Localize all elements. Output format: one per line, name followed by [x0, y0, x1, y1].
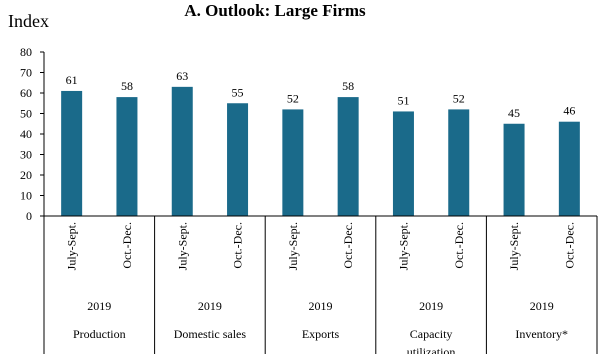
x-tick-label: Oct.-Dec.: [341, 222, 355, 269]
bar: [503, 123, 525, 216]
y-tick-label: 80: [20, 45, 32, 59]
group-year-label: 2019: [198, 299, 222, 313]
bar: [392, 111, 414, 216]
x-tick-label: July-Sept.: [507, 222, 521, 270]
bar: [171, 86, 193, 216]
bar-value-label: 51: [397, 93, 409, 107]
group-name-label: Capacity: [410, 327, 453, 341]
group-name-label: Domestic sales: [174, 327, 247, 341]
x-tick-label: Oct.-Dec.: [452, 222, 466, 269]
group-name-label: Exports: [302, 327, 340, 341]
x-tick-label: July-Sept.: [286, 222, 300, 270]
y-tick-label: 50: [20, 107, 32, 121]
y-tick-label: 60: [20, 86, 32, 100]
y-tick-label: 40: [20, 127, 32, 141]
bar: [337, 97, 359, 216]
bar-value-label: 52: [287, 91, 299, 105]
x-axis: July-Sept. Oct.-Dec. July-Sept. Oct.-Dec. Ju…: [43, 215, 598, 354]
bar: [448, 109, 470, 216]
bar-value-label: 45: [508, 106, 520, 120]
chart-title: A. Outlook: Large Firms: [184, 1, 366, 20]
bar-value-label: 58: [342, 79, 354, 93]
group-year-label: 2019: [87, 299, 111, 313]
group-name-label-line2: utilization: [407, 345, 456, 354]
x-tick-label: Oct.-Dec.: [231, 222, 245, 269]
bar-value-label: 55: [232, 85, 244, 99]
bars: 61 58 63 55 52 58 51 52 45 46: [61, 69, 580, 216]
group-year-label: 2019: [309, 299, 333, 313]
x-tick-label: July-Sept.: [65, 222, 79, 270]
y-tick-label: 20: [20, 168, 32, 182]
bar: [61, 90, 83, 216]
y-axis-label: Index: [8, 11, 49, 31]
bar: [558, 121, 580, 216]
bar: [282, 109, 304, 216]
bar-value-label: 61: [66, 73, 78, 87]
x-tick-label: Oct.-Dec.: [120, 222, 134, 269]
y-tick-label: 70: [20, 66, 32, 80]
group-name-label: Inventory*: [515, 327, 568, 341]
y-axis: 0 10 20 30 40 50 60 70 80: [20, 45, 45, 223]
group-year-label: 2019: [419, 299, 443, 313]
group-year-label: 2019: [530, 299, 554, 313]
bar-value-label: 52: [453, 91, 465, 105]
x-tick-label: July-Sept.: [396, 222, 410, 270]
x-tick-label: Oct.-Dec.: [562, 222, 576, 269]
bar-value-label: 58: [121, 79, 133, 93]
y-tick-label: 0: [26, 209, 32, 223]
bar-value-label: 63: [176, 69, 188, 83]
y-tick-label: 30: [20, 148, 32, 162]
y-tick-label: 10: [20, 189, 32, 203]
bar: [116, 97, 138, 216]
bar: [227, 103, 249, 216]
x-tick-label: July-Sept.: [175, 222, 189, 270]
group-name-label: Production: [73, 327, 126, 341]
bar-value-label: 46: [563, 104, 575, 118]
